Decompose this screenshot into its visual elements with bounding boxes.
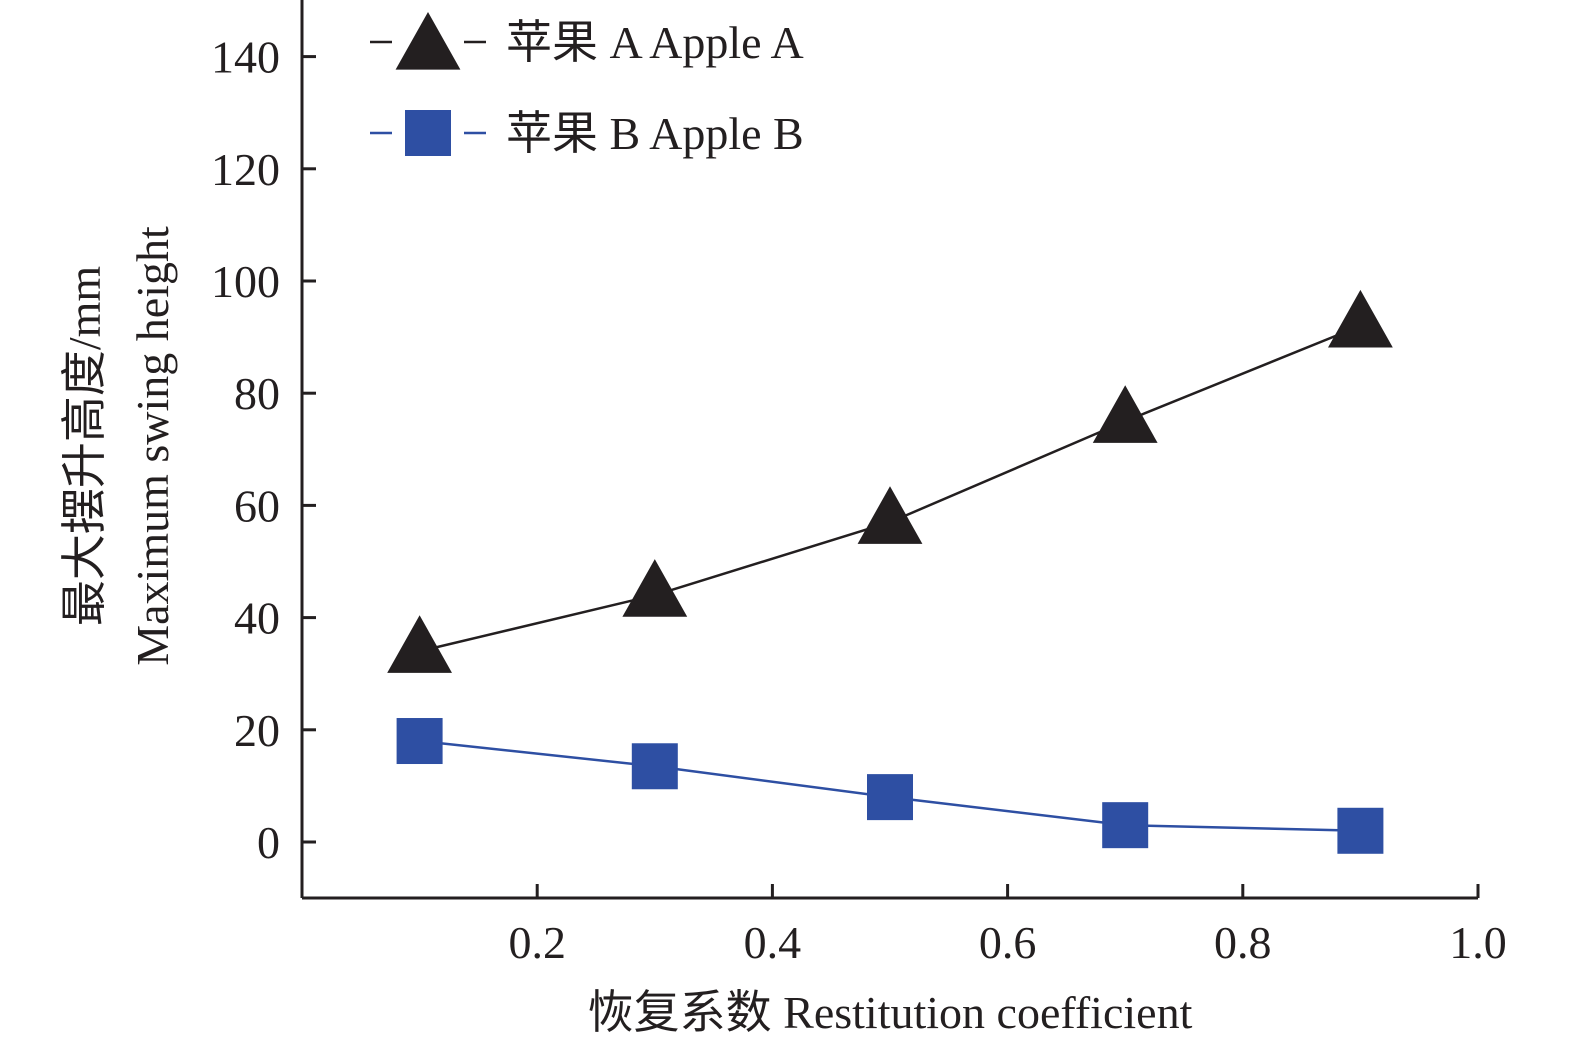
- x-tick-label: 0.8: [1214, 917, 1272, 968]
- y-axis-title-line-2: Maximum swing height: [127, 226, 178, 666]
- apple-b-point: [1337, 807, 1384, 854]
- y-tick-label: 140: [211, 32, 280, 83]
- y-axis-title-line-1: 最大摆升高度/mm: [59, 266, 110, 627]
- y-tick-label: 60: [234, 480, 280, 531]
- legend-marker-apple-b: [405, 110, 451, 156]
- legend: 苹果 A Apple A 苹果 B Apple B: [370, 12, 804, 159]
- x-tick-label: 1.0: [1449, 917, 1507, 968]
- apple-b-point: [867, 774, 913, 821]
- series-markers: [387, 289, 1393, 854]
- apple-a-point: [1092, 385, 1158, 443]
- y-axis-title: 最大摆升高度/mm Maximum swing height: [59, 226, 178, 666]
- y-tick-label: 20: [234, 705, 280, 756]
- apple-b-point: [631, 743, 678, 790]
- x-axis-title: 恢复系数 Restitution coefficient: [588, 987, 1193, 1038]
- y-tick-label: 40: [234, 593, 280, 644]
- x-tick-label: 0.4: [744, 917, 802, 968]
- legend-label-apple-a: 苹果 A Apple A: [506, 17, 804, 68]
- legend-label-apple-b: 苹果 B Apple B: [506, 108, 804, 159]
- series-lines: [419, 324, 1361, 833]
- apple-b-point: [1102, 802, 1149, 849]
- axes: [300, 0, 1478, 900]
- y-tick-label: 100: [211, 256, 280, 307]
- apple-a-point: [387, 615, 452, 673]
- legend-marker-apple-a: [395, 12, 461, 70]
- x-tick-label: 0.2: [508, 917, 566, 968]
- ticks: 0.2 0.4 0.6 0.8 1.0 0 20 40 60 80 100 120 140: [211, 32, 1507, 968]
- y-tick-label: 0: [257, 817, 280, 868]
- apple-a-point: [622, 559, 688, 617]
- y-tick-label: 80: [234, 368, 280, 419]
- apple-b-point: [396, 718, 443, 765]
- apple-a-point: [1328, 289, 1393, 348]
- y-tick-label: 120: [211, 144, 280, 195]
- apple-a-point: [857, 486, 923, 544]
- x-tick-label: 0.6: [979, 917, 1037, 968]
